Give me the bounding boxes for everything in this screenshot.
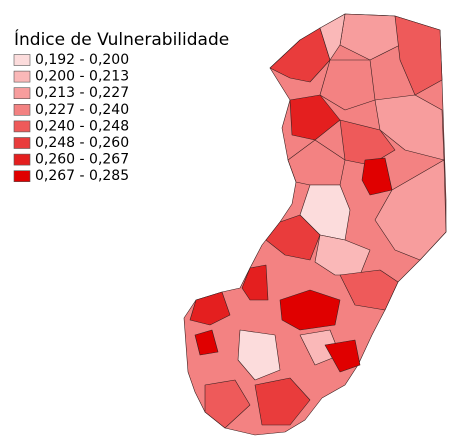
- legend-label: 0,227 - 0,240: [35, 102, 129, 118]
- district: [324, 339, 361, 373]
- legend-label: 0,213 - 0,227: [35, 85, 129, 101]
- legend-label: 0,267 - 0,285: [35, 168, 129, 184]
- legend-swatch: [13, 104, 31, 116]
- map: [183, 13, 447, 436]
- legend-swatch: [13, 54, 31, 66]
- district: [254, 377, 311, 426]
- legend-title: Índice de Vulnerabilidade: [14, 28, 229, 50]
- legend-swatch: [13, 137, 31, 149]
- district: [289, 94, 341, 141]
- district: [204, 379, 251, 429]
- legend-swatch: [13, 87, 31, 99]
- legend-label: 0,248 - 0,260: [35, 135, 129, 151]
- legend-swatch: [13, 170, 31, 182]
- district: [265, 214, 321, 261]
- district: [189, 291, 231, 326]
- district: [339, 119, 396, 166]
- district: [237, 329, 281, 381]
- legend-label: 0,200 - 0,213: [35, 69, 129, 85]
- district: [394, 15, 443, 96]
- legend-label: 0,240 - 0,248: [35, 118, 129, 134]
- district: [319, 59, 376, 111]
- district: [194, 329, 219, 356]
- legend-label: 0,260 - 0,267: [35, 152, 129, 168]
- district: [339, 269, 399, 311]
- district: [319, 13, 346, 61]
- district: [361, 157, 393, 196]
- legend-swatch: [13, 70, 31, 83]
- district: [279, 289, 341, 331]
- legend-swatch: [13, 120, 31, 133]
- district: [241, 264, 269, 301]
- legend-label: 0,192 - 0,200: [35, 52, 129, 68]
- legend-swatch: [13, 153, 31, 166]
- district: [374, 159, 447, 261]
